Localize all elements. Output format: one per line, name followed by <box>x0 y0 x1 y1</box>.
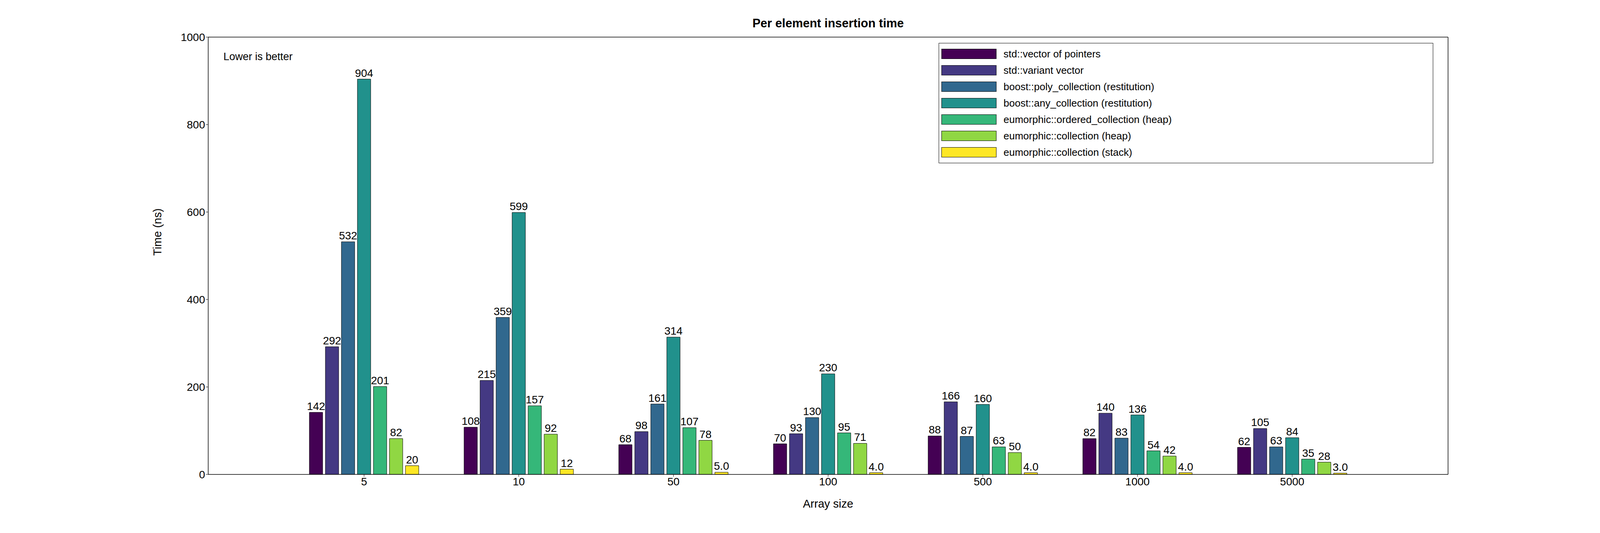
html-text:boost::any_collection (restitu: boost::any_collection (restitution) <box>1003 97 1152 109</box>
svg-text:0: 0 <box>198 468 206 481</box>
svg-text:157: 157 <box>525 393 545 406</box>
svg-text:70: 70 <box>773 432 786 445</box>
svg-text:54: 54 <box>1147 439 1160 452</box>
svg-text:87: 87 <box>960 424 973 437</box>
svg-text:95: 95 <box>837 421 850 434</box>
svg-text:71: 71 <box>853 431 867 444</box>
svg-text:62: 62 <box>1237 435 1250 448</box>
svg-text:50: 50 <box>667 475 680 488</box>
svg-text:292: 292 <box>323 334 342 347</box>
svg-text:Time (ns): Time (ns) <box>151 208 164 256</box>
svg-text:532: 532 <box>339 229 358 242</box>
svg-text:136: 136 <box>1128 403 1147 416</box>
svg-text:78: 78 <box>699 428 712 441</box>
svg-text:98: 98 <box>635 419 648 432</box>
html-text:std::variant vector: std::variant vector <box>1003 64 1084 76</box>
svg-text:10: 10 <box>512 475 525 488</box>
svg-text:28: 28 <box>1317 450 1331 463</box>
svg-text:4.0: 4.0 <box>1178 460 1194 474</box>
svg-text:4.0: 4.0 <box>868 460 884 474</box>
svg-text:83: 83 <box>1115 426 1128 439</box>
html-text:Per element insertion time: Per element insertion time <box>752 16 904 31</box>
svg-text:35: 35 <box>1301 447 1315 460</box>
svg-text:599: 599 <box>509 200 529 213</box>
svg-text:600: 600 <box>186 206 206 219</box>
svg-text:20: 20 <box>405 453 418 467</box>
svg-text:92: 92 <box>544 422 557 435</box>
svg-text:161: 161 <box>648 392 667 405</box>
html-text:boost::poly_collection (restit: boost::poly_collection (restitution) <box>1003 80 1155 93</box>
svg-text:107: 107 <box>680 415 699 428</box>
html-text:eumorphic::collection (heap): eumorphic::collection (heap) <box>1003 129 1132 142</box>
svg-text:215: 215 <box>477 368 497 381</box>
svg-text:63: 63 <box>992 434 1005 447</box>
svg-text:Array size: Array size <box>803 497 854 511</box>
svg-text:230: 230 <box>819 361 838 374</box>
svg-text:82: 82 <box>1083 426 1096 439</box>
svg-text:400: 400 <box>186 293 206 306</box>
svg-text:5: 5 <box>360 475 368 488</box>
svg-text:50: 50 <box>1008 440 1021 453</box>
svg-text:5.0: 5.0 <box>714 460 730 473</box>
svg-text:105: 105 <box>1251 416 1270 429</box>
svg-text:500: 500 <box>973 475 993 488</box>
html-text:eumorphic::ordered_collection: eumorphic::ordered_collection (heap) <box>1003 113 1172 126</box>
svg-text:93: 93 <box>789 421 802 434</box>
svg-text:3.0: 3.0 <box>1332 461 1349 474</box>
svg-text:359: 359 <box>493 305 513 318</box>
svg-text:42: 42 <box>1163 444 1176 457</box>
svg-text:130: 130 <box>803 405 822 418</box>
svg-text:140: 140 <box>1096 401 1115 414</box>
svg-text:108: 108 <box>461 415 481 428</box>
svg-text:904: 904 <box>355 67 374 80</box>
svg-text:68: 68 <box>619 432 632 445</box>
svg-text:5000: 5000 <box>1280 475 1305 488</box>
svg-text:100: 100 <box>819 475 838 488</box>
svg-text:4.0: 4.0 <box>1023 460 1039 474</box>
svg-text:200: 200 <box>186 381 206 394</box>
svg-text:1000: 1000 <box>180 31 206 44</box>
svg-text:1000: 1000 <box>1125 475 1150 488</box>
svg-text:84: 84 <box>1285 425 1299 438</box>
svg-text:82: 82 <box>389 426 402 439</box>
svg-text:160: 160 <box>973 392 993 405</box>
svg-text:166: 166 <box>941 389 961 402</box>
svg-text:12: 12 <box>560 457 573 470</box>
html-text:Lower is better: Lower is better <box>223 50 293 63</box>
html-text:std::vector of pointers: std::vector of pointers <box>1003 47 1101 60</box>
html-text:eumorphic::collection (stack): eumorphic::collection (stack) <box>1003 146 1133 159</box>
svg-text:201: 201 <box>371 374 390 387</box>
svg-text:88: 88 <box>928 423 941 436</box>
svg-text:142: 142 <box>307 400 326 413</box>
svg-text:800: 800 <box>186 118 206 131</box>
svg-text:63: 63 <box>1269 434 1283 447</box>
svg-text:314: 314 <box>664 325 683 338</box>
